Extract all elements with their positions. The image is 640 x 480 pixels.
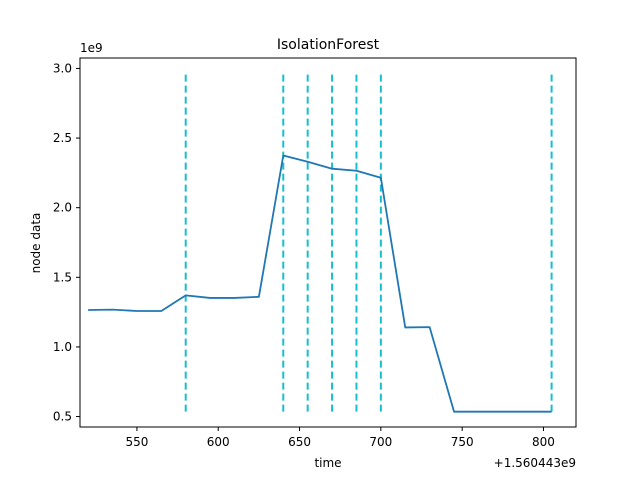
y-tick-label: 0.5: [53, 410, 72, 424]
y-axis-label: node data: [29, 213, 43, 274]
x-offset-label: +1.560443e9: [494, 456, 576, 470]
x-tick-label: 750: [451, 435, 474, 449]
chart-title: IsolationForest: [277, 37, 380, 53]
x-tick-label: 600: [207, 435, 230, 449]
x-axis-label: time: [314, 456, 341, 470]
y-tick-label: 1.5: [53, 270, 72, 284]
x-tick-label: 650: [288, 435, 311, 449]
x-axis-ticks: 550 600 650 700 750 800: [125, 427, 555, 449]
anomaly-lines: [184, 71, 553, 412]
y-tick-label: 2.0: [53, 201, 72, 215]
x-tick-label: 700: [369, 435, 392, 449]
y-scale-label: 1e9: [80, 41, 103, 55]
y-tick-label: 3.0: [53, 61, 72, 75]
series-layer: [88, 154, 552, 413]
series-line: [88, 154, 552, 413]
x-tick-label: 800: [532, 435, 555, 449]
y-tick-label: 2.5: [53, 131, 72, 145]
plot-frame: [79, 57, 577, 428]
y-tick-label: 1.0: [53, 340, 72, 354]
y-axis-ticks: 0.5 1.0 1.5 2.0 2.5 3.0: [53, 61, 80, 424]
x-tick-label: 550: [125, 435, 148, 449]
